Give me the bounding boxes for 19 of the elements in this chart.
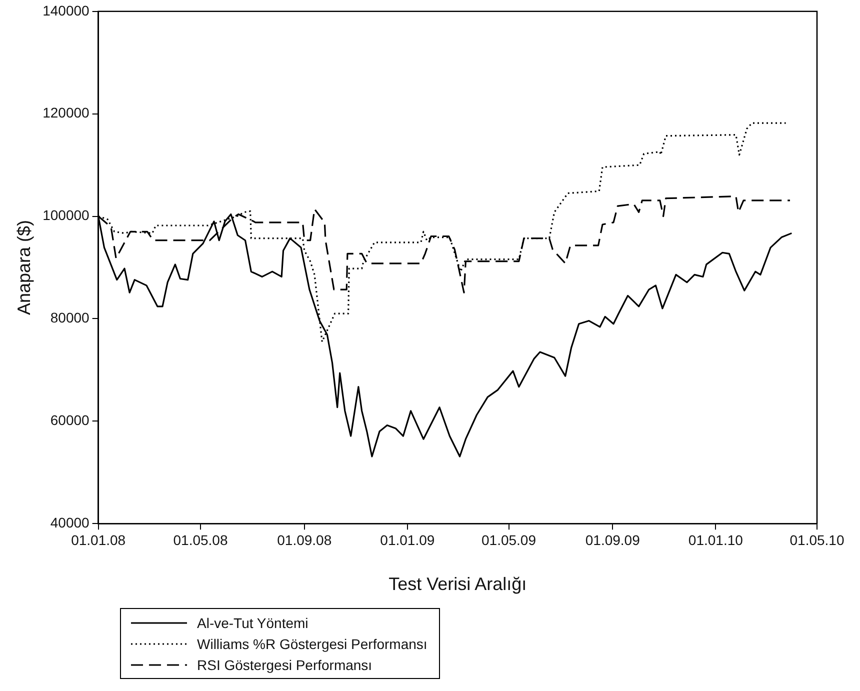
y-tick-label: 120000 [42,104,90,121]
x-tick-label: 01.05.10 [790,532,844,548]
x-axis-title: Test Verisi Aralığı [388,574,527,594]
x-tick-label: 01.05.09 [482,532,536,548]
legend-label: Al-ve-Tut Yöntemi [197,614,308,630]
y-tick-label: 100000 [42,207,90,224]
x-tick-label: 01.01.10 [688,532,744,548]
x-tick-label: 01.01.09 [380,532,435,548]
y-tick-label: 60000 [50,412,90,428]
x-tick-label: 01.01.08 [71,532,126,548]
x-tick-label: 01.05.08 [173,532,228,548]
y-tick-label: 40000 [50,514,90,530]
y-tick-label: 80000 [50,310,90,326]
y-tick-label: 140000 [42,2,90,18]
legend-label: RSI Göstergesi Performansı [197,656,372,672]
x-tick-label: 01.09.08 [277,532,332,548]
legend-label: Williams %R Göstergesi Performansı [197,636,428,652]
x-tick-label: 01.09.09 [585,532,640,548]
y-axis-title: Anapara ($) [14,220,34,316]
